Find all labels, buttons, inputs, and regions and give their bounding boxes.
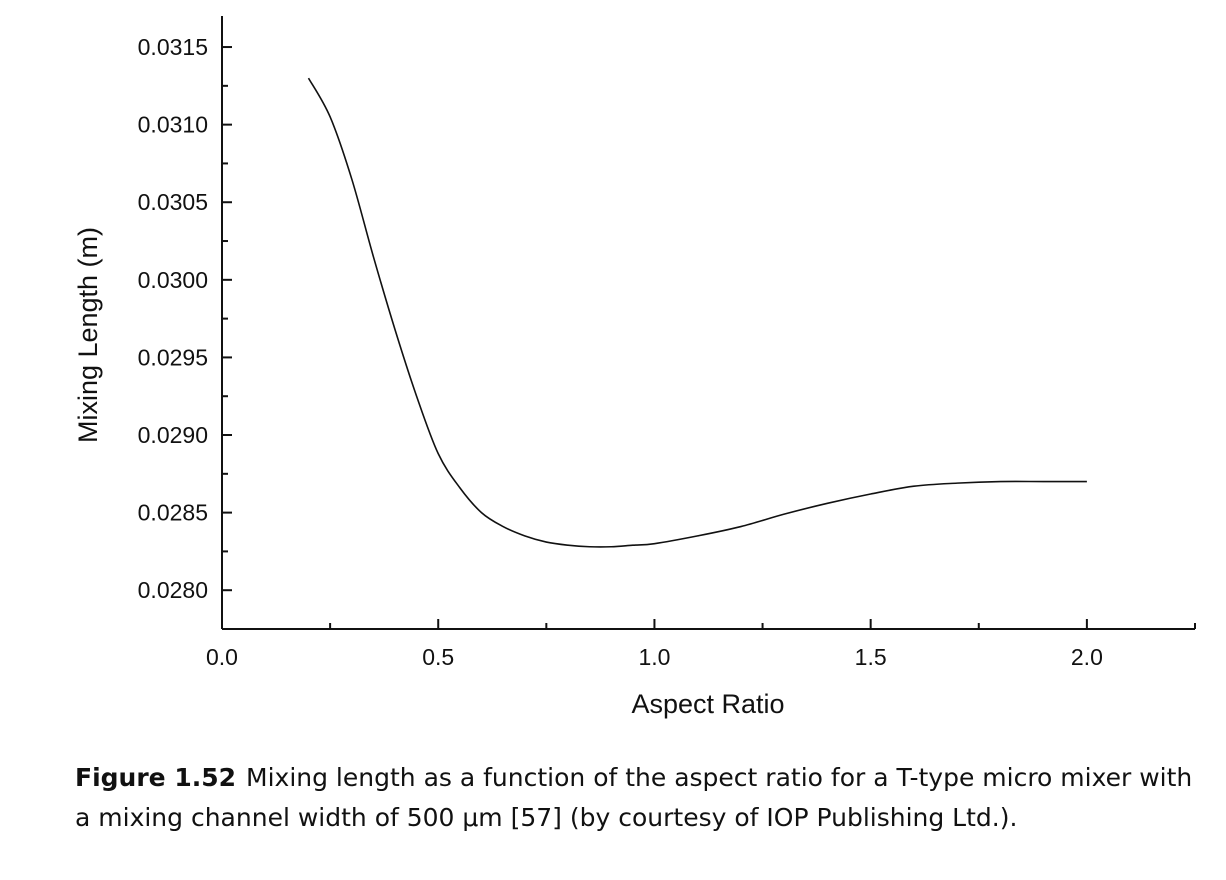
x-tick-label: 1.0	[638, 644, 670, 670]
figure-label: Figure 1.52	[75, 763, 237, 792]
x-ticks: 0.0 0.5 1.0 1.5 2.0	[206, 619, 1196, 670]
y-axis-title: Mixing Length (m)	[73, 227, 103, 443]
axes	[221, 16, 1195, 630]
x-tick-label: 0.0	[206, 644, 238, 670]
y-tick-label: 0.0280	[138, 577, 208, 603]
series-layer	[307, 77, 1087, 548]
y-tick-label: 0.0285	[138, 500, 208, 526]
mixing-length-chart: 0.0280 0.0285 0.0290 0.0295 0.0300 0.0305 0.03…	[73, 16, 1196, 719]
caption-text: Mixing length as a function of the aspec…	[75, 763, 1193, 832]
figure-caption: Figure 1.52 Mixing length as a function o…	[75, 758, 1195, 838]
y-tick-label: 0.0300	[138, 267, 208, 293]
series-line-0	[307, 77, 1087, 548]
y-ticks: 0.0280 0.0285 0.0290 0.0295 0.0300 0.0305 0.03…	[138, 34, 232, 630]
y-tick-label: 0.0310	[138, 112, 208, 138]
x-tick-label: 0.5	[422, 644, 454, 670]
y-tick-label: 0.0295	[138, 344, 208, 370]
x-tick-label: 1.5	[855, 644, 887, 670]
x-axis-title: Aspect Ratio	[631, 689, 784, 719]
y-tick-label: 0.0315	[138, 34, 208, 60]
x-tick-label: 2.0	[1071, 644, 1103, 670]
y-tick-label: 0.0290	[138, 422, 208, 448]
y-tick-label: 0.0305	[138, 189, 208, 215]
